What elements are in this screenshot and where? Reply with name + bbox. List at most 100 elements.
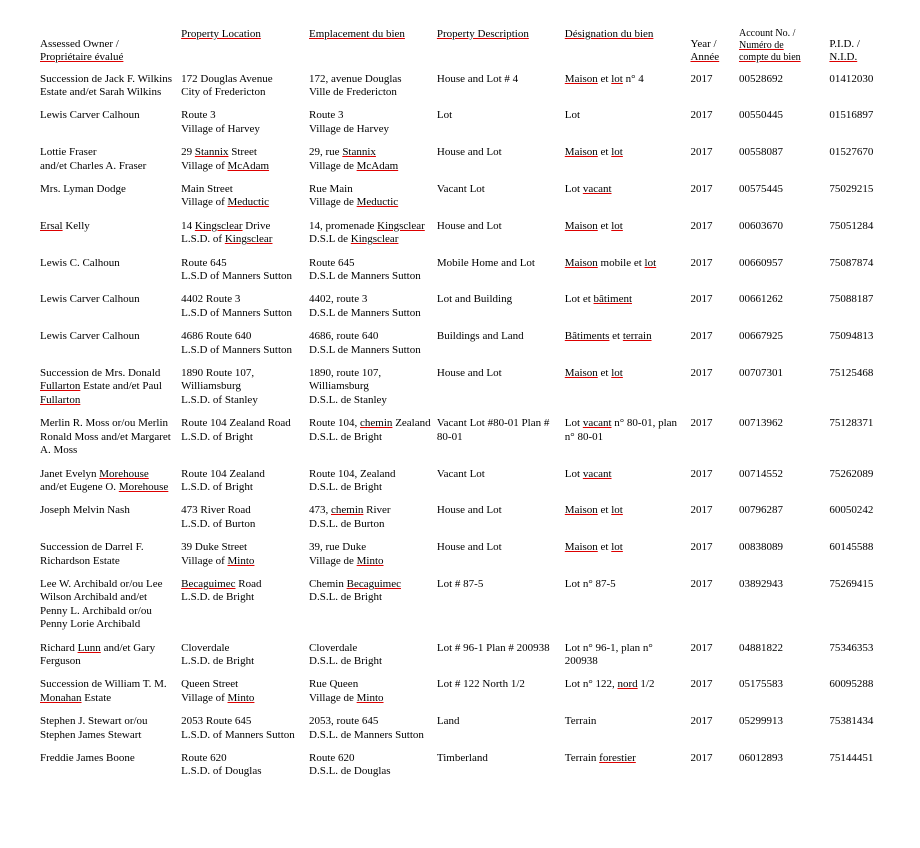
header-text: Property Location (181, 28, 261, 40)
cell-emp: 1890, route 107, WilliamsburgD.S.L. de S… (309, 361, 437, 411)
cell-loc: 14 Kingsclear DriveL.S.D. of Kingsclear (181, 214, 309, 251)
cell-desig: Lot vacant (565, 462, 691, 499)
table-row: Lewis Carver Calhoun4402 Route 3L.S.D of… (40, 287, 900, 324)
col-header-emplacement: Emplacement du bien (309, 28, 437, 67)
cell-owner: Ersal Kelly (40, 214, 181, 251)
cell-owner: Lewis C. Calhoun (40, 251, 181, 288)
cell-acct: 00713962 (739, 411, 829, 461)
table-row: Freddie James BooneRoute 620L.S.D. of Do… (40, 746, 900, 783)
cell-pid: 75029215 (829, 177, 900, 214)
table-row: Lewis Carver CalhounRoute 3Village of Ha… (40, 103, 900, 140)
table-row: Lewis C. CalhounRoute 645L.S.D of Manner… (40, 251, 900, 288)
header-text: Année (690, 51, 719, 63)
cell-desc: House and Lot # 4 (437, 67, 565, 104)
cell-acct: 00707301 (739, 361, 829, 411)
cell-owner: Janet Evelyn Morehouse and/et Eugene O. … (40, 462, 181, 499)
cell-desig: Lot vacant n° 80-01, plan n° 80-01 (565, 411, 691, 461)
cell-owner: Lewis Carver Calhoun (40, 287, 181, 324)
col-header-year: Year / Année (690, 28, 739, 67)
cell-pid: 75125468 (829, 361, 900, 411)
cell-acct: 00660957 (739, 251, 829, 288)
cell-emp: Rue QueenVillage de Minto (309, 672, 437, 709)
cell-loc: Becaguimec RoadL.S.D. de Bright (181, 572, 309, 636)
cell-desig: Maison et lot (565, 214, 691, 251)
cell-owner: Succession de Jack F. Wilkins Estate and… (40, 67, 181, 104)
cell-emp: Route 645D.S.L de Manners Sutton (309, 251, 437, 288)
cell-desc: Lot # 96-1 Plan # 200938 (437, 636, 565, 673)
table-body: Succession de Jack F. Wilkins Estate and… (40, 67, 900, 783)
cell-loc: Route 645L.S.D of Manners Sutton (181, 251, 309, 288)
cell-emp: 172, avenue DouglasVille de Fredericton (309, 67, 437, 104)
cell-loc: Route 104 ZealandL.S.D. of Bright (181, 462, 309, 499)
table-row: Richard Lunn and/et Gary FergusonCloverd… (40, 636, 900, 673)
cell-desc: Lot # 122 North 1/2 (437, 672, 565, 709)
table-row: Succession de Jack F. Wilkins Estate and… (40, 67, 900, 104)
cell-year: 2017 (690, 103, 739, 140)
cell-acct: 00528692 (739, 67, 829, 104)
cell-desig: Terrain (565, 709, 691, 746)
col-header-location: Property Location (181, 28, 309, 67)
property-table: Assessed Owner / Propriétaire évalué Pro… (40, 28, 900, 783)
cell-loc: CloverdaleL.S.D. de Bright (181, 636, 309, 673)
cell-owner: Merlin R. Moss or/ou Merlin Ronald Moss … (40, 411, 181, 461)
header-text: Account No. / (739, 28, 795, 39)
header-text: Numéro de (739, 40, 784, 51)
cell-owner: Mrs. Lyman Dodge (40, 177, 181, 214)
cell-emp: Chemin BecaguimecD.S.L. de Bright (309, 572, 437, 636)
cell-year: 2017 (690, 746, 739, 783)
cell-desc: Lot and Building (437, 287, 565, 324)
cell-owner: Lewis Carver Calhoun (40, 324, 181, 361)
cell-desc: House and Lot (437, 361, 565, 411)
table-row: Lewis Carver Calhoun4686 Route 640L.S.D … (40, 324, 900, 361)
cell-owner: Lee W. Archibald or/ou Lee Wilson Archib… (40, 572, 181, 636)
cell-pid: 01527670 (829, 140, 900, 177)
cell-emp: Route 620D.S.L. de Douglas (309, 746, 437, 783)
cell-year: 2017 (690, 411, 739, 461)
cell-owner: Freddie James Boone (40, 746, 181, 783)
table-row: Lottie Fraserand/et Charles A. Fraser29 … (40, 140, 900, 177)
cell-owner: Richard Lunn and/et Gary Ferguson (40, 636, 181, 673)
cell-desc: House and Lot (437, 140, 565, 177)
cell-year: 2017 (690, 572, 739, 636)
header-text: Désignation du bien (565, 28, 654, 40)
cell-desig: Terrain forestier (565, 746, 691, 783)
cell-emp: 14, promenade KingsclearD.S.L de Kingscl… (309, 214, 437, 251)
cell-year: 2017 (690, 462, 739, 499)
cell-year: 2017 (690, 535, 739, 572)
cell-emp: CloverdaleD.S.L. de Bright (309, 636, 437, 673)
cell-desc: Vacant Lot (437, 462, 565, 499)
cell-desig: Bâtiments et terrain (565, 324, 691, 361)
cell-desig: Maison et lot (565, 535, 691, 572)
cell-owner: Lewis Carver Calhoun (40, 103, 181, 140)
table-row: Succession de Mrs. Donald Fullarton Esta… (40, 361, 900, 411)
table-row: Mrs. Lyman DodgeMain StreetVillage of Me… (40, 177, 900, 214)
col-header-account: Account No. / Numéro de compte du bien (739, 28, 829, 67)
cell-desc: Lot # 87-5 (437, 572, 565, 636)
header-text: Assessed Owner / (40, 38, 119, 50)
cell-desc: House and Lot (437, 535, 565, 572)
cell-emp: 39, rue DukeVillage de Minto (309, 535, 437, 572)
table-row: Janet Evelyn Morehouse and/et Eugene O. … (40, 462, 900, 499)
cell-desig: Lot n° 87-5 (565, 572, 691, 636)
cell-desig: Lot (565, 103, 691, 140)
header-text: compte du bien (739, 52, 801, 63)
cell-desig: Maison et lot (565, 140, 691, 177)
cell-loc: Route 620L.S.D. of Douglas (181, 746, 309, 783)
cell-loc: 39 Duke StreetVillage of Minto (181, 535, 309, 572)
cell-acct: 00550445 (739, 103, 829, 140)
cell-pid: 75269415 (829, 572, 900, 636)
col-header-pid: P.I.D. / N.I.D. (829, 28, 900, 67)
cell-year: 2017 (690, 287, 739, 324)
cell-desc: House and Lot (437, 498, 565, 535)
header-text: Emplacement du bien (309, 28, 405, 40)
cell-emp: Route 3Village de Harvey (309, 103, 437, 140)
cell-acct: 05175583 (739, 672, 829, 709)
table-row: Stephen J. Stewart or/ou Stephen James S… (40, 709, 900, 746)
cell-acct: 05299913 (739, 709, 829, 746)
cell-desc: House and Lot (437, 214, 565, 251)
cell-owner: Lottie Fraserand/et Charles A. Fraser (40, 140, 181, 177)
col-header-designation: Désignation du bien (565, 28, 691, 67)
cell-acct: 00575445 (739, 177, 829, 214)
cell-acct: 04881822 (739, 636, 829, 673)
col-header-owner: Assessed Owner / Propriétaire évalué (40, 28, 181, 67)
